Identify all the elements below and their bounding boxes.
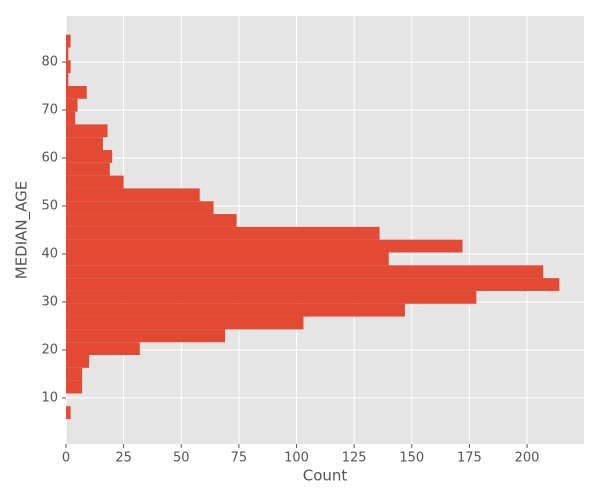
bar [66, 265, 544, 279]
bar [66, 252, 389, 266]
bar [66, 137, 103, 151]
bar [66, 316, 304, 330]
bar [66, 201, 214, 215]
y-tick-label: 20 [41, 342, 58, 357]
y-tick-label: 70 [41, 103, 58, 118]
bar [66, 98, 78, 112]
bar [66, 367, 83, 381]
bar [66, 111, 76, 125]
bar [66, 188, 200, 202]
bar [66, 303, 405, 317]
x-tick-label: 175 [457, 451, 482, 466]
bar [66, 34, 71, 48]
x-tick-label: 0 [62, 451, 70, 466]
bar [66, 342, 140, 355]
x-tick-label: 75 [231, 451, 248, 466]
x-tick-label: 25 [115, 451, 132, 466]
bar [66, 290, 477, 304]
bar [66, 354, 90, 368]
bar [66, 60, 71, 74]
y-tick-label: 50 [41, 199, 58, 214]
bar [66, 226, 380, 240]
x-tick-label: 100 [284, 451, 309, 466]
y-tick-label: 40 [41, 246, 58, 261]
y-tick-label: 60 [41, 151, 58, 166]
bar [66, 278, 560, 291]
x-tick-label: 50 [173, 451, 190, 466]
bar [66, 380, 83, 394]
bar [66, 150, 113, 163]
bar [66, 329, 226, 343]
bar [66, 73, 69, 86]
bar [66, 214, 237, 227]
x-axis-label: Count [303, 467, 348, 485]
bar [66, 239, 463, 253]
x-tick-label: 200 [515, 451, 540, 466]
y-tick-label: 80 [41, 55, 58, 70]
y-axis-label: MEDIAN_AGE [13, 181, 32, 279]
bar [66, 124, 108, 138]
bar [66, 175, 124, 189]
bar [66, 85, 87, 99]
y-tick-label: 30 [41, 294, 58, 309]
x-tick-label: 150 [399, 451, 424, 466]
x-tick-label: 125 [342, 451, 367, 466]
bar [66, 162, 110, 176]
bar [66, 406, 71, 420]
y-tick-label: 10 [41, 390, 58, 405]
bar [66, 47, 69, 61]
